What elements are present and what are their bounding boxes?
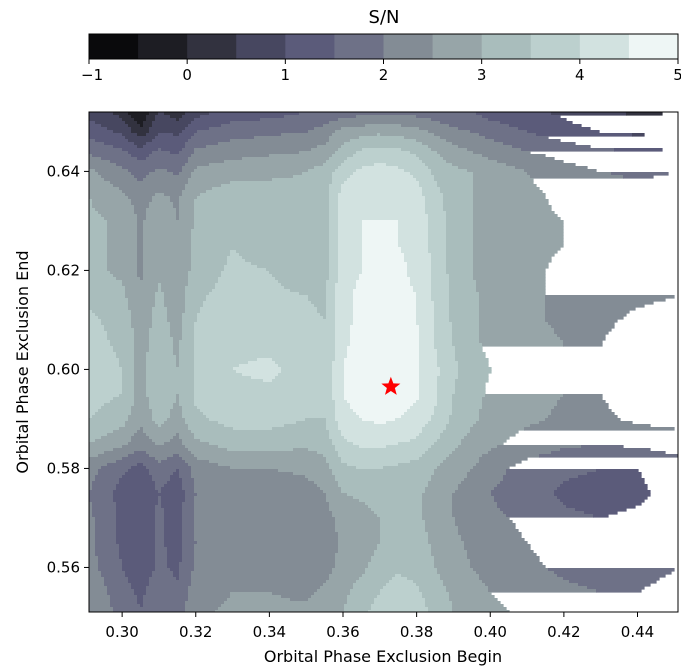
x-tick-label: 0.32 xyxy=(179,623,212,641)
colorbar-tick-label: 1 xyxy=(281,66,291,84)
colorbar-tick-label: 5 xyxy=(673,66,681,84)
colorbar-tick-label: 4 xyxy=(575,66,585,84)
x-tick-label: 0.38 xyxy=(400,623,433,641)
colorbar-swatch xyxy=(383,34,434,59)
colorbar-swatch xyxy=(138,34,188,59)
colorbar-swatch xyxy=(187,34,237,59)
colorbar-swatch xyxy=(89,34,139,59)
colorbar-swatch xyxy=(285,34,335,59)
x-tick-label: 0.44 xyxy=(621,623,654,641)
colorbar-swatch xyxy=(236,34,286,59)
colorbar-swatch xyxy=(628,34,679,59)
colorbar-swatch xyxy=(579,34,630,59)
y-axis: 0.56 0.58 0.60 0.62 0.64 xyxy=(47,162,89,576)
y-tick-label: 0.58 xyxy=(47,459,80,477)
x-axis: 0.30 0.32 0.34 0.36 0.38 0.40 0.42 0.44 xyxy=(105,612,654,641)
colorbar-swatch xyxy=(481,34,532,59)
colorbar xyxy=(88,33,679,60)
colorbar-swatch xyxy=(432,34,483,59)
x-tick-label: 0.30 xyxy=(105,623,138,641)
x-tick-label: 0.40 xyxy=(474,623,507,641)
x-tick-label: 0.34 xyxy=(253,623,286,641)
colorbar-ticks: −1 0 1 2 3 4 5 xyxy=(81,59,681,84)
x-tick-label: 0.42 xyxy=(547,623,580,641)
y-tick-label: 0.56 xyxy=(47,558,80,576)
y-tick-label: 0.62 xyxy=(47,261,80,279)
colorbar-tick-label: 3 xyxy=(477,66,487,84)
colorbar-swatch xyxy=(334,34,384,59)
best-snr-star-marker xyxy=(381,376,401,395)
y-tick-label: 0.64 xyxy=(47,162,80,180)
x-tick-label: 0.36 xyxy=(326,623,359,641)
contour-field xyxy=(89,112,678,612)
y-tick-label: 0.60 xyxy=(47,360,80,378)
x-axis-label: Orbital Phase Exclusion Begin xyxy=(264,647,502,666)
colorbar-title: S/N xyxy=(369,7,400,28)
colorbar-swatch xyxy=(530,34,581,59)
marker-layer xyxy=(381,376,401,395)
colorbar-tick-label: 2 xyxy=(379,66,389,84)
colorbar-tick-label: −1 xyxy=(81,66,103,84)
y-axis-label: Orbital Phase Exclusion End xyxy=(13,250,32,473)
colorbar-tick-label: 0 xyxy=(182,66,192,84)
plot-frame xyxy=(88,111,679,613)
